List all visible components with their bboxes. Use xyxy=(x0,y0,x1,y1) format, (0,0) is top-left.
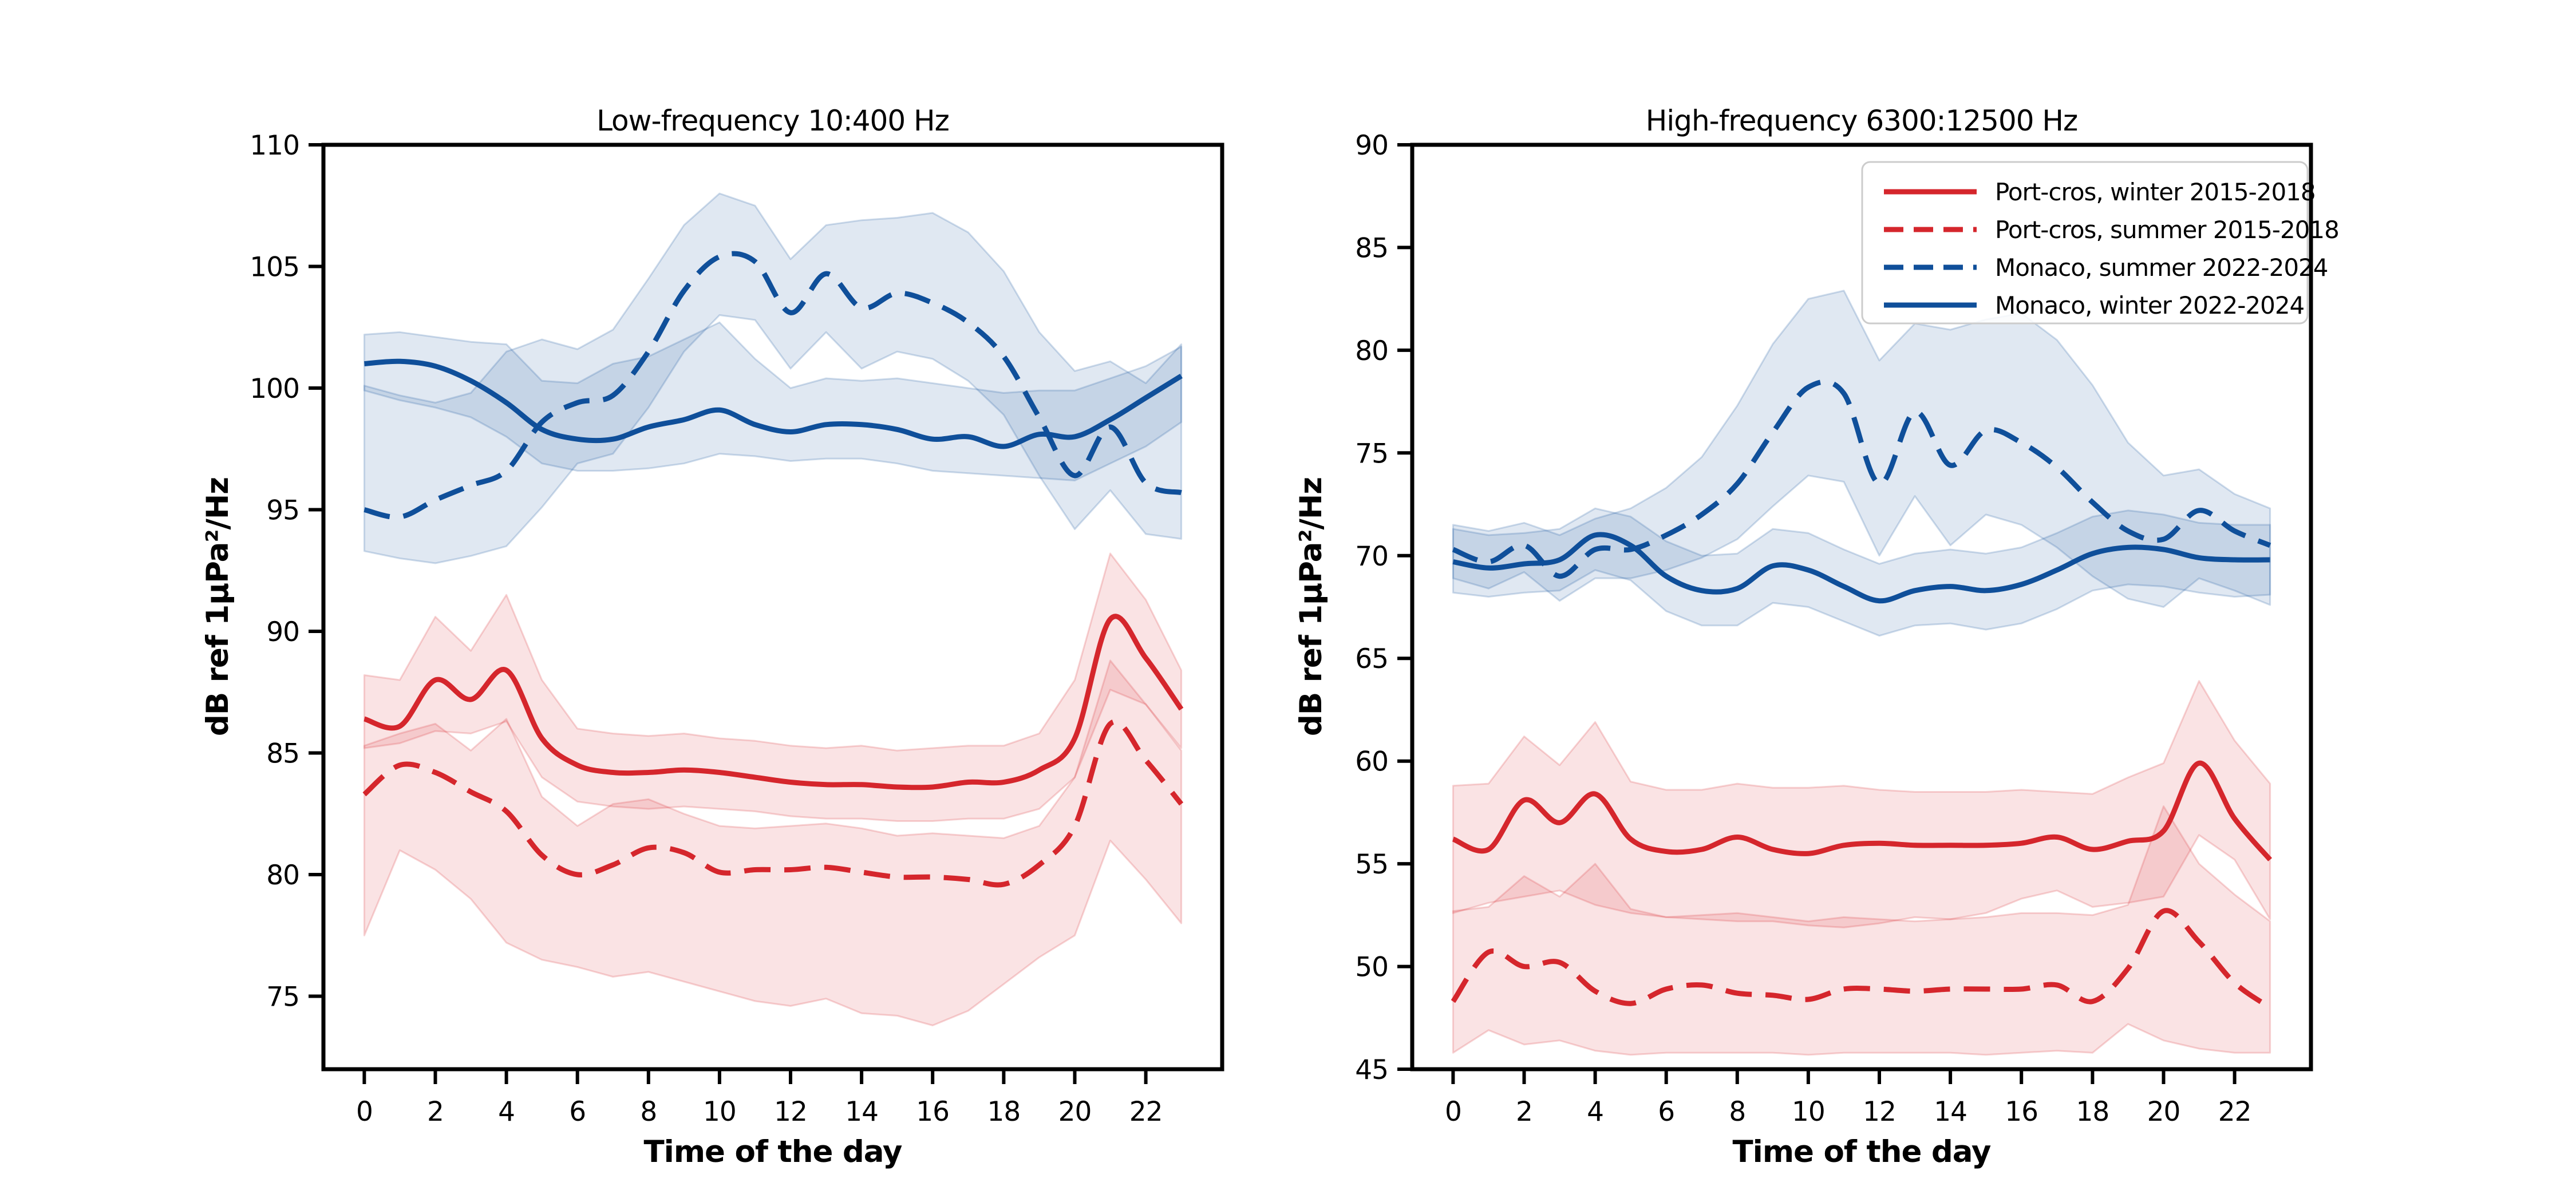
x-tick-label: 18 xyxy=(2076,1096,2109,1128)
x-tick-label: 2 xyxy=(427,1096,444,1128)
x-tick-label: 6 xyxy=(569,1096,586,1128)
y-tick-label: 85 xyxy=(1355,232,1388,264)
series-line-monaco-solid xyxy=(364,358,1183,449)
y-tick-label: 60 xyxy=(1355,746,1388,778)
y-tick-label: 75 xyxy=(266,982,299,1013)
y-tick-label: 110 xyxy=(250,130,299,161)
y-tick-label: 45 xyxy=(1355,1054,1388,1086)
x-tick-label: 6 xyxy=(1658,1096,1674,1128)
y-tick-label: 80 xyxy=(266,860,299,891)
legend-label: Monaco, summer 2022-2024 xyxy=(1995,254,2328,282)
y-tick-label: 100 xyxy=(250,373,299,405)
legend-label: Monaco, winter 2022-2024 xyxy=(1995,291,2304,319)
x-tick-label: 12 xyxy=(774,1096,807,1128)
y-tick-label: 80 xyxy=(1355,335,1388,367)
band-port_cros-dashed xyxy=(363,659,1183,1026)
x-tick-label: 16 xyxy=(916,1096,949,1128)
x-tick-label: 22 xyxy=(2218,1096,2251,1128)
band-monaco-dashed xyxy=(1452,290,2271,608)
chart-title-low: Low-frequency 10:400 Hz xyxy=(596,104,949,137)
series-line-port_cros-solid xyxy=(364,614,1184,790)
x-tick-label: 2 xyxy=(1516,1096,1532,1128)
x-tick-label: 0 xyxy=(1445,1096,1461,1128)
axes-spines xyxy=(1410,143,2313,1071)
y-tick-label: 70 xyxy=(1355,541,1388,572)
y-tick-label: 90 xyxy=(1355,130,1388,161)
band-monaco-dashed xyxy=(363,192,1183,564)
y-axis-label-high: dB ref 1μPa²/Hz xyxy=(1294,477,1329,736)
x-tick-label: 10 xyxy=(703,1096,736,1128)
x-tick-label: 12 xyxy=(1863,1096,1896,1128)
x-tick-label: 4 xyxy=(498,1096,515,1128)
x-axis-label-low: Time of the day xyxy=(644,1134,902,1169)
x-tick-label: 14 xyxy=(845,1096,878,1128)
x-axis-label-high: Time of the day xyxy=(1733,1134,1991,1169)
x-tick-label: 18 xyxy=(987,1096,1020,1128)
x-tick-label: 20 xyxy=(2147,1096,2180,1128)
series-line-monaco-dashed xyxy=(1452,379,2271,579)
y-tick-label: 90 xyxy=(266,616,299,648)
x-tick-label: 0 xyxy=(356,1096,373,1128)
legend-label: Port-cros, summer 2015-2018 xyxy=(1995,216,2339,244)
x-tick-label: 16 xyxy=(2005,1096,2038,1128)
y-tick-label: 85 xyxy=(266,738,299,770)
y-axis-label-low: dB ref 1μPa²/Hz xyxy=(200,477,235,736)
axes-low-frequency: 0 2 4 6 8 10 12 14 16 18 20 22 75 80 85 90 95 100 105 110 xyxy=(250,130,1224,1128)
band-port_cros-solid xyxy=(363,552,1183,822)
x-tick-label: 20 xyxy=(1058,1096,1092,1128)
band-port_cros-solid xyxy=(1452,680,2271,928)
y-tick-label: 65 xyxy=(1355,643,1388,675)
series-line-port_cros-solid xyxy=(1452,760,2273,861)
x-tick-label: 8 xyxy=(1729,1096,1745,1128)
legend-frame xyxy=(1861,161,2309,325)
axes-spines xyxy=(321,143,1224,1071)
legend: Port-cros, winter 2015-2018 Port-cros, su… xyxy=(1861,161,2340,325)
y-tick-label: 55 xyxy=(1355,849,1388,880)
x-tick-label: 8 xyxy=(640,1096,657,1128)
y-tick-label: 105 xyxy=(250,252,299,283)
series-line-monaco-solid xyxy=(1452,532,2270,604)
y-tick-label: 75 xyxy=(1355,438,1388,469)
series-line-port_cros-dashed xyxy=(362,719,1184,888)
x-tick-label: 22 xyxy=(1129,1096,1163,1128)
chart-title-high: High-frequency 6300:12500 Hz xyxy=(1646,104,2078,137)
band-monaco-solid xyxy=(1452,507,2271,637)
axes-high-frequency: 0 2 4 6 8 10 12 14 16 18 20 22 45 50 55 60 65 70 75 80 85 90 xyxy=(1355,130,2313,1128)
y-tick-label: 50 xyxy=(1355,952,1388,983)
legend-label: Port-cros, winter 2015-2018 xyxy=(1995,178,2316,206)
y-tick-label: 95 xyxy=(266,495,299,527)
x-tick-label: 10 xyxy=(1792,1096,1825,1128)
series-line-monaco-dashed xyxy=(364,251,1182,520)
x-tick-label: 14 xyxy=(1934,1096,1967,1128)
x-tick-label: 4 xyxy=(1587,1096,1603,1128)
series-line-port_cros-dashed xyxy=(1451,908,2272,1010)
